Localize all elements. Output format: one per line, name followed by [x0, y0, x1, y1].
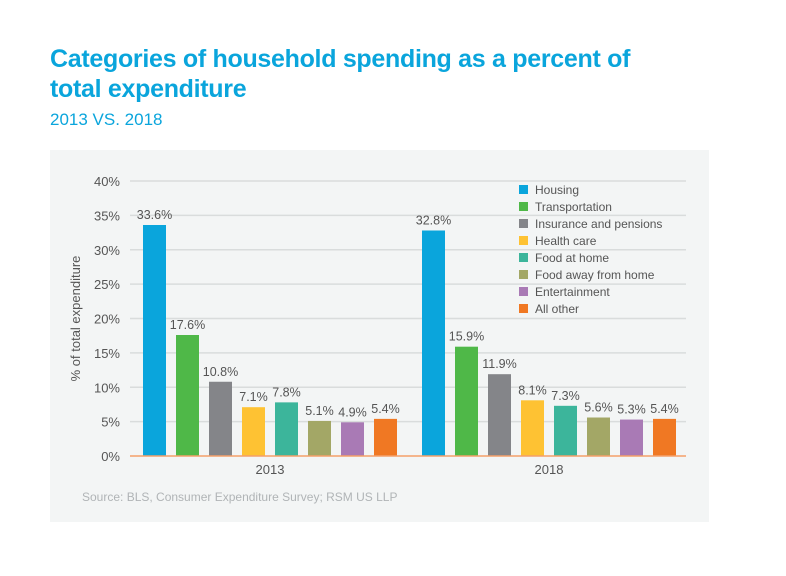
bar-entertainment-2018	[620, 419, 643, 456]
legend-swatch	[519, 219, 528, 228]
legend-swatch	[519, 185, 528, 194]
legend-label: Food at home	[535, 251, 609, 265]
bar-food-at-home-2018	[554, 405, 577, 456]
bar-housing-2018	[422, 230, 445, 456]
legend-swatch	[519, 270, 528, 279]
y-tick-label: 0%	[101, 449, 120, 464]
y-tick-label: 20%	[94, 312, 120, 327]
legend-label: Health care	[535, 234, 597, 248]
data-label: 10.8%	[203, 365, 238, 379]
y-tick-label: 25%	[94, 277, 120, 292]
data-label: 7.8%	[272, 385, 301, 399]
bar-all-other-2018	[653, 418, 676, 456]
data-label: 4.9%	[338, 405, 367, 419]
chart-subtitle: 2013 VS. 2018	[50, 110, 163, 129]
bar-all-other-2013	[374, 418, 397, 456]
legend-swatch	[519, 287, 528, 296]
y-tick-label: 5%	[101, 415, 120, 430]
bar-transportation-2018	[455, 346, 478, 456]
y-tick-label: 35%	[94, 208, 120, 223]
bar-health-care-2013	[242, 407, 265, 456]
legend-swatch	[519, 202, 528, 211]
legend-swatch	[519, 253, 528, 262]
data-label: 5.4%	[371, 402, 400, 416]
y-tick-label: 30%	[94, 243, 120, 258]
y-tick-label: 15%	[94, 346, 120, 361]
bar-food-away-from-home-2013	[308, 420, 331, 456]
legend-label: All other	[535, 302, 579, 316]
data-label: 7.3%	[551, 389, 580, 403]
data-label: 33.6%	[137, 208, 172, 222]
bar-food-away-from-home-2018	[587, 417, 610, 456]
data-label: 17.6%	[170, 318, 205, 332]
chart-title: Categories of household spending as a pe…	[50, 45, 631, 103]
y-tick-label: 10%	[94, 380, 120, 395]
source-note: Source: BLS, Consumer Expenditure Survey…	[82, 490, 398, 504]
bar-insurance-and-pensions-2013	[209, 381, 232, 456]
data-label: 11.9%	[482, 357, 517, 371]
bar-transportation-2013	[176, 335, 199, 456]
data-label: 5.4%	[650, 402, 679, 416]
data-label: 5.6%	[584, 401, 613, 415]
x-tick-label: 2018	[535, 462, 564, 477]
bar-insurance-and-pensions-2018	[488, 374, 511, 456]
legend-label: Housing	[535, 183, 579, 197]
x-tick-label: 2013	[256, 462, 285, 477]
legend-label: Insurance and pensions	[535, 217, 662, 231]
y-tick-label: 40%	[94, 174, 120, 189]
legend-label: Transportation	[535, 200, 612, 214]
data-label: 15.9%	[449, 330, 484, 344]
data-label: 7.1%	[239, 390, 268, 404]
bar-food-at-home-2013	[275, 402, 298, 456]
bar-housing-2013	[143, 225, 166, 456]
y-axis-label: % of total expenditure	[68, 256, 83, 382]
legend-swatch	[519, 304, 528, 313]
legend-swatch	[519, 236, 528, 245]
legend-label: Food away from home	[535, 268, 655, 282]
data-label: 5.1%	[305, 404, 334, 418]
data-label: 32.8%	[416, 214, 451, 228]
data-label: 8.1%	[518, 383, 547, 397]
legend-label: Entertainment	[535, 285, 610, 299]
bar-health-care-2018	[521, 400, 544, 456]
data-label: 5.3%	[617, 403, 646, 417]
bar-entertainment-2013	[341, 422, 364, 456]
